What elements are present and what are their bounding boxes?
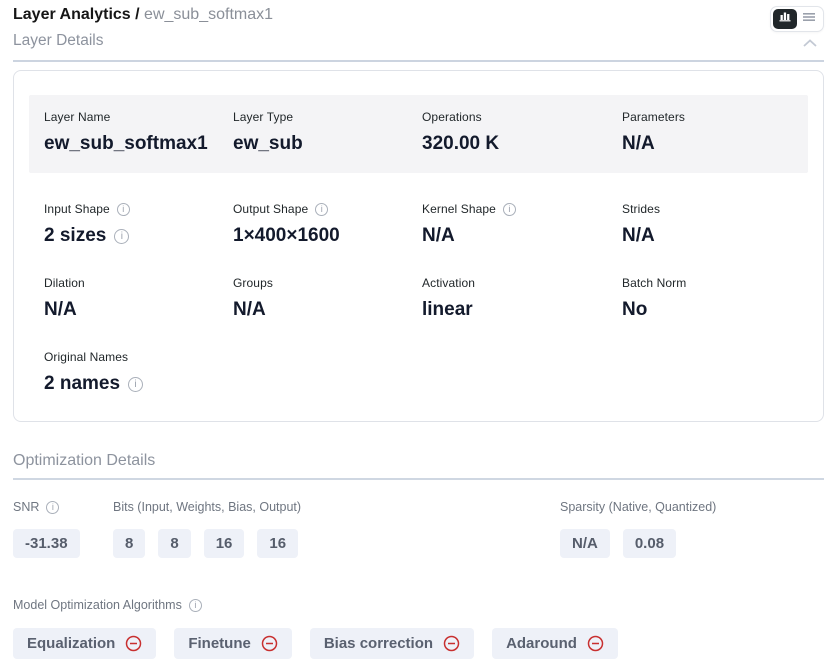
field-value: No bbox=[622, 299, 648, 320]
breadcrumb-separator: / bbox=[135, 6, 140, 23]
optimization-divider bbox=[13, 478, 824, 480]
algorithms-label: Model Optimization Algorithms bbox=[13, 598, 182, 612]
info-icon[interactable]: i bbox=[114, 228, 130, 244]
field-label: Layer Name bbox=[44, 110, 111, 124]
field-operations: Operations 320.00 K bbox=[422, 110, 622, 155]
field-label: Dilation bbox=[44, 276, 85, 290]
sparsity-chip: N/A bbox=[560, 529, 610, 558]
view-toggle bbox=[770, 6, 824, 32]
list-view-button[interactable] bbox=[797, 9, 821, 29]
sparsity-label: Sparsity (Native, Quantized) bbox=[560, 500, 717, 514]
field-activation: Activation linear bbox=[422, 276, 622, 321]
field-value: 320.00 K bbox=[422, 133, 500, 154]
field-value: N/A bbox=[422, 225, 455, 246]
field-value: N/A bbox=[44, 299, 77, 320]
field-label: Strides bbox=[622, 202, 661, 216]
field-value: 2 names i bbox=[44, 373, 233, 395]
field-label: Output Shape i bbox=[233, 202, 422, 216]
info-icon[interactable]: i bbox=[502, 202, 516, 216]
field-label: Activation bbox=[422, 276, 476, 290]
field-value: N/A bbox=[622, 133, 655, 154]
field-kernel-shape: Kernel Shape i N/A bbox=[422, 202, 622, 247]
field-value: linear bbox=[422, 299, 473, 320]
field-label: Batch Norm bbox=[622, 276, 687, 290]
field-label: Input Shape i bbox=[44, 202, 233, 216]
page-title: Layer Analytics bbox=[13, 6, 131, 23]
info-icon[interactable]: i bbox=[188, 598, 202, 612]
info-icon[interactable]: i bbox=[315, 202, 329, 216]
sparsity-chip: 0.08 bbox=[622, 529, 677, 558]
snr-label-row: SNR i bbox=[13, 500, 80, 514]
section-title-optimization-details: Optimization Details bbox=[13, 452, 156, 469]
optimization-metrics: SNR i -31.38 Bits (Input, Weights, Bias,… bbox=[13, 500, 824, 580]
algorithm-chip-finetune: Finetune bbox=[174, 628, 292, 659]
bits-chip: 8 bbox=[113, 529, 146, 558]
algorithms-label-row: Model Optimization Algorithms i bbox=[13, 598, 824, 612]
collapse-section-button[interactable] bbox=[801, 36, 819, 52]
field-value: ew_sub bbox=[233, 133, 303, 154]
bar-chart-icon bbox=[778, 10, 792, 28]
field-strides: Strides N/A bbox=[622, 202, 793, 247]
bits-chip: 8 bbox=[158, 529, 191, 558]
original-names-row: Original Names 2 names i bbox=[44, 350, 793, 395]
info-icon[interactable]: i bbox=[46, 500, 60, 514]
optimization-details-section: Optimization Details SNR i -31.38 Bits (… bbox=[13, 452, 824, 659]
hamburger-list-icon bbox=[802, 10, 816, 28]
remove-circle-icon[interactable] bbox=[443, 635, 460, 652]
snr-value-chip: -31.38 bbox=[13, 529, 80, 558]
field-label: Original Names bbox=[44, 350, 129, 364]
remove-circle-icon[interactable] bbox=[125, 635, 142, 652]
field-value: 2 sizes i bbox=[44, 225, 233, 247]
field-label: Layer Type bbox=[233, 110, 294, 124]
chevron-up-icon bbox=[801, 36, 819, 53]
snr-group: SNR i -31.38 bbox=[13, 500, 80, 558]
field-groups: Groups N/A bbox=[233, 276, 422, 321]
algorithm-chip-list: Equalization Finetune Bi bbox=[13, 628, 824, 659]
field-dilation: Dilation N/A bbox=[44, 276, 233, 321]
breadcrumb-layer-name[interactable]: ew_sub_softmax1 bbox=[144, 6, 274, 23]
bits-chip: 16 bbox=[257, 529, 299, 558]
field-original-names: Original Names 2 names i bbox=[44, 350, 233, 395]
algorithm-chip-adaround: Adaround bbox=[492, 628, 618, 659]
algorithm-chip-equalization: Equalization bbox=[13, 628, 157, 659]
info-icon[interactable]: i bbox=[128, 376, 144, 392]
field-label: Operations bbox=[422, 110, 482, 124]
field-layer-name: Layer Name ew_sub_softmax1 bbox=[44, 110, 233, 155]
remove-circle-icon[interactable] bbox=[261, 635, 278, 652]
bits-group: Bits (Input, Weights, Bias, Output) 8 8 … bbox=[113, 500, 301, 558]
bits-label: Bits (Input, Weights, Bias, Output) bbox=[113, 500, 302, 514]
field-value: N/A bbox=[233, 299, 266, 320]
chart-view-button[interactable] bbox=[773, 9, 797, 29]
header-divider bbox=[13, 60, 824, 62]
field-value: N/A bbox=[622, 225, 655, 246]
field-batch-norm: Batch Norm No bbox=[622, 276, 793, 321]
info-icon[interactable]: i bbox=[116, 202, 130, 216]
sparsity-group: Sparsity (Native, Quantized) N/A 0.08 bbox=[560, 500, 716, 558]
field-output-shape: Output Shape i 1×400×1600 bbox=[233, 202, 422, 247]
conv-attrs-row: Dilation N/A Groups N/A Activation linea… bbox=[44, 276, 793, 321]
field-input-shape: Input Shape i 2 sizes i bbox=[44, 202, 233, 247]
field-label: Parameters bbox=[622, 110, 686, 124]
layer-details-card: Layer Name ew_sub_softmax1 Layer Type ew… bbox=[13, 70, 824, 422]
snr-label: SNR bbox=[13, 500, 40, 514]
field-layer-type: Layer Type ew_sub bbox=[233, 110, 422, 155]
field-label: Kernel Shape i bbox=[422, 202, 622, 216]
algorithm-chip-bias-correction: Bias correction bbox=[309, 628, 475, 659]
layer-summary-panel: Layer Name ew_sub_softmax1 Layer Type ew… bbox=[29, 95, 808, 173]
breadcrumb: Layer Analytics / ew_sub_softmax1 Layer … bbox=[13, 5, 273, 50]
shape-row: Input Shape i 2 sizes i Output Shape i 1… bbox=[44, 202, 793, 247]
page-header: Layer Analytics / ew_sub_softmax1 Layer … bbox=[13, 0, 824, 50]
bits-chip: 16 bbox=[203, 529, 245, 558]
field-value: 1×400×1600 bbox=[233, 225, 340, 246]
remove-circle-icon[interactable] bbox=[587, 635, 604, 652]
field-parameters: Parameters N/A bbox=[622, 110, 793, 155]
field-value: ew_sub_softmax1 bbox=[44, 133, 208, 154]
field-label: Groups bbox=[233, 276, 273, 290]
section-title-layer-details: Layer Details bbox=[13, 32, 104, 49]
